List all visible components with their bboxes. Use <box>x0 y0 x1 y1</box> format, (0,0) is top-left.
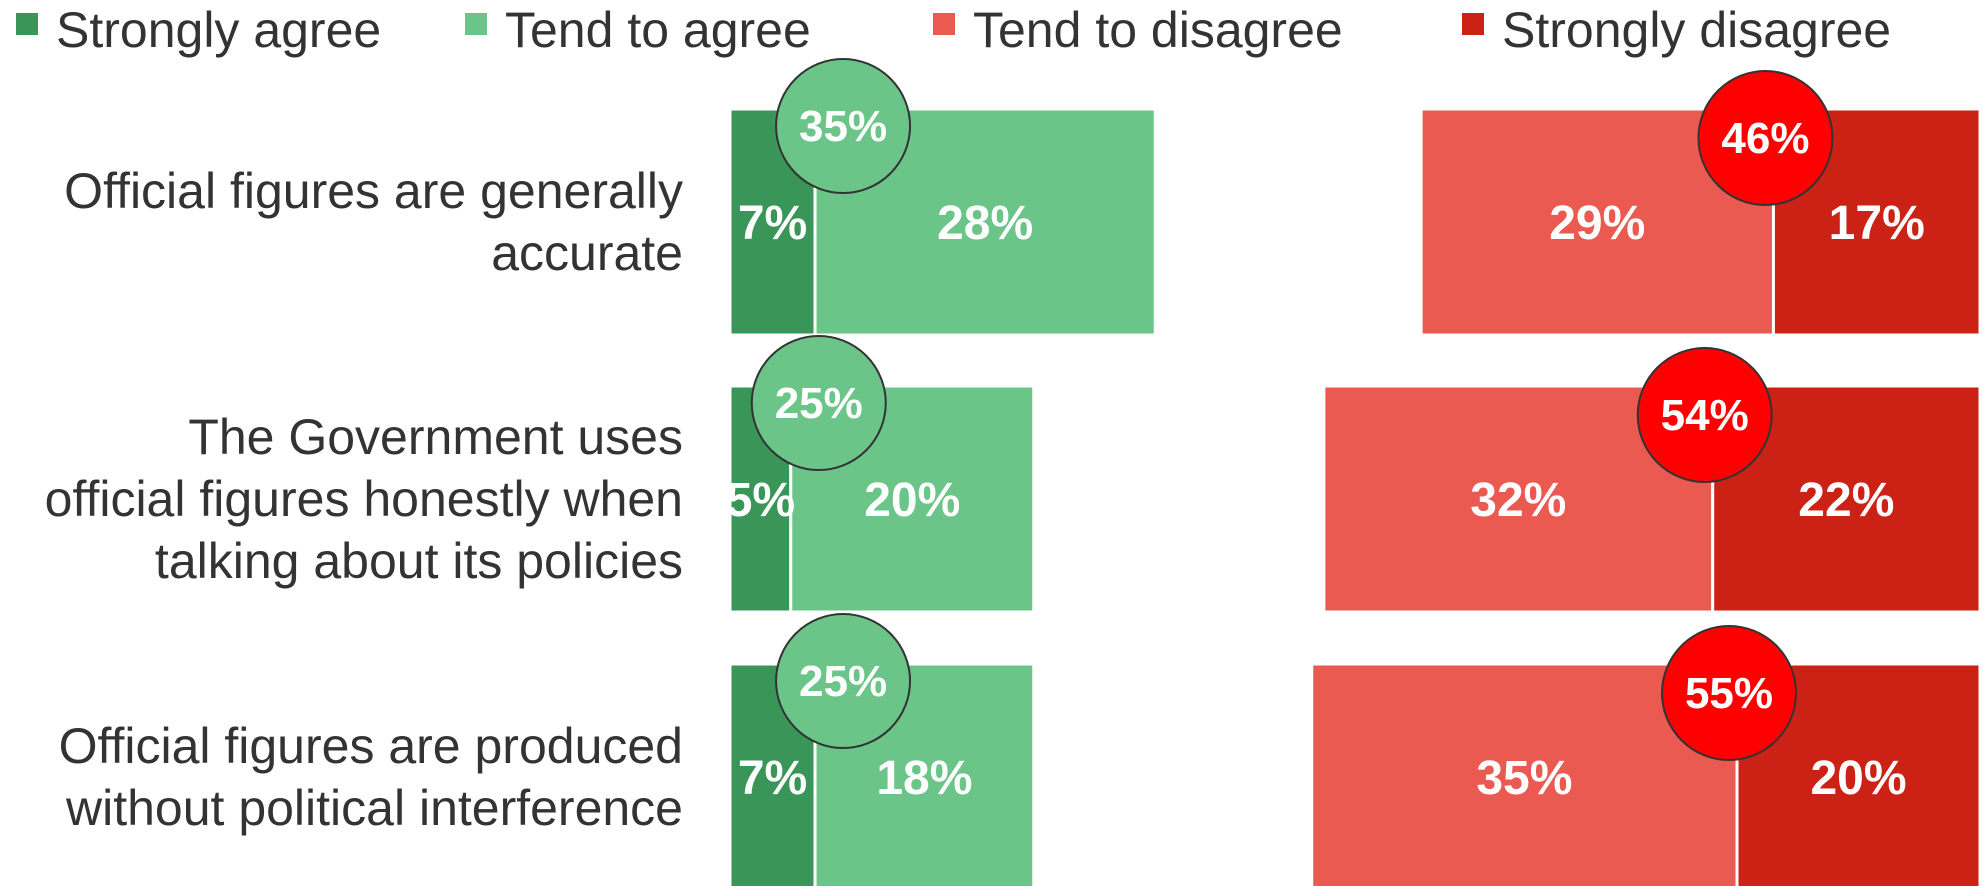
agree-total-bubble-row1: 35% <box>775 58 912 194</box>
disagree-total-bubble-row2: 54% <box>1636 347 1773 483</box>
legend-label: Strongly disagree <box>1502 2 1891 58</box>
chart-legend: Strongly agree Tend to agree Tend to disag… <box>16 2 1891 58</box>
category-label-line: without political interference <box>65 780 683 836</box>
value-label-tend-to-agree-row1: 28% <box>937 197 1033 250</box>
value-label-strongly-agree-row3: 7% <box>738 752 807 805</box>
category-label-line: official figures honestly when <box>45 471 683 527</box>
legend-swatch <box>16 13 38 35</box>
value-label-strongly-disagree-row3: 20% <box>1810 752 1906 805</box>
disagree-total-bubble-row3: 55% <box>1661 625 1797 761</box>
value-label-strongly-disagree-row1: 17% <box>1829 197 1925 250</box>
disagree-total-circle <box>1636 347 1773 483</box>
disagree-total-circle <box>1697 70 1834 206</box>
disagree-total-circle <box>1661 625 1797 761</box>
disagree-total-bubble-row1: 46% <box>1697 70 1834 206</box>
legend-swatch <box>1462 13 1484 35</box>
category-label-2: The Government uses official figures hone… <box>45 409 683 589</box>
agree-total-circle <box>775 613 912 749</box>
disagree-total-label: 54% <box>1661 391 1749 440</box>
legend-label: Tend to agree <box>505 2 811 58</box>
value-label-tend-to-disagree-row1: 29% <box>1549 197 1645 250</box>
category-label-1: Official figures are generally accurate <box>64 163 683 281</box>
value-label-tend-to-agree-row3: 18% <box>876 752 972 805</box>
category-label-line: Official figures are produced <box>59 718 683 774</box>
legend-label: Strongly agree <box>56 2 381 58</box>
category-label-line: Official figures are generally <box>64 163 683 219</box>
legend-swatch <box>465 13 487 35</box>
value-label-tend-to-agree-row2: 20% <box>864 474 960 527</box>
category-label-line: talking about its policies <box>155 533 683 589</box>
value-label-strongly-agree-row2: 5% <box>726 474 795 527</box>
legend-item-strongly-disagree: Strongly disagree <box>1462 2 1891 58</box>
agree-total-circle <box>775 58 912 194</box>
agree-total-label: 25% <box>775 379 863 428</box>
agree-total-bubble-row2: 25% <box>750 335 887 471</box>
total-bubbles: 35% 46% 25% 54% 25% 55% <box>750 58 1834 761</box>
category-labels: Official figures are generally accurate Th… <box>45 163 683 836</box>
disagree-total-label: 46% <box>1721 114 1809 163</box>
category-label-line: accurate <box>491 225 683 281</box>
value-label-tend-to-disagree-row3: 35% <box>1476 752 1572 805</box>
agree-total-label: 25% <box>799 657 887 706</box>
legend-item-tend-to-agree: Tend to agree <box>465 2 811 58</box>
agree-total-label: 35% <box>799 102 887 151</box>
disagree-total-label: 55% <box>1685 669 1773 718</box>
legend-label: Tend to disagree <box>973 2 1343 58</box>
agree-total-bubble-row3: 25% <box>775 613 912 749</box>
agree-total-circle <box>750 335 887 471</box>
legend-swatch <box>933 13 955 35</box>
category-label-3: Official figures are produced without pol… <box>59 718 683 836</box>
value-label-strongly-agree-row1: 7% <box>738 197 807 250</box>
category-label-line: The Government uses <box>188 409 683 465</box>
value-label-tend-to-disagree-row2: 32% <box>1470 474 1566 527</box>
legend-item-tend-to-disagree: Tend to disagree <box>933 2 1343 58</box>
segment-labels: 7% 28% 29% 17% 5% 20% 32% 22% 7% 18% 35% 20% <box>726 197 1925 805</box>
legend-item-strongly-agree: Strongly agree <box>16 2 381 58</box>
value-label-strongly-disagree-row2: 22% <box>1798 474 1894 527</box>
